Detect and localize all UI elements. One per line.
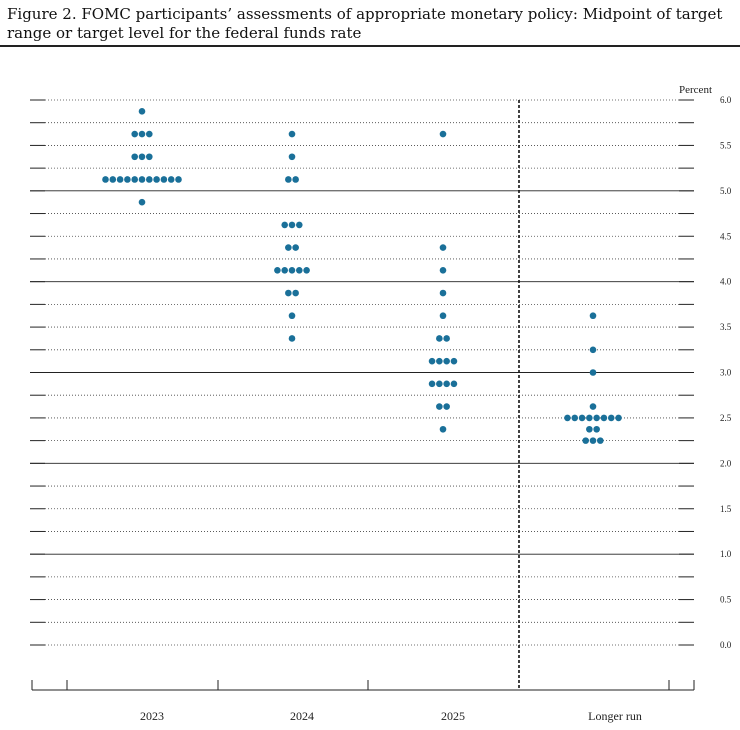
participant-dot: [564, 414, 571, 422]
participant-dot: [131, 130, 138, 138]
participant-dot: [589, 369, 597, 376]
participant-dot: [593, 414, 600, 422]
participant-dot: [443, 380, 450, 388]
participant-dot: [146, 176, 153, 183]
participant-dot: [582, 437, 589, 444]
participant-dot: [292, 244, 299, 251]
participant-dot: [285, 289, 292, 297]
participant-dot: [138, 176, 146, 183]
participant-dot: [296, 221, 303, 229]
participant-dot: [450, 380, 458, 388]
participant-dot: [589, 403, 597, 410]
y-tick-label: 3.5: [720, 322, 732, 332]
participant-dot: [436, 403, 443, 410]
participant-dot: [578, 414, 586, 422]
participant-dot: [443, 403, 450, 410]
y-tick-label: 5.0: [720, 186, 732, 196]
participant-dot: [443, 335, 450, 342]
participant-dot: [281, 267, 289, 274]
participant-dot: [450, 357, 458, 365]
participant-dot: [131, 153, 138, 161]
participant-dot: [439, 289, 447, 297]
participant-dot: [288, 153, 296, 161]
participant-dot: [274, 267, 281, 274]
participant-dot: [436, 335, 443, 342]
participant-dot: [288, 312, 296, 320]
participant-dot: [102, 176, 109, 183]
participant-dot: [428, 380, 436, 388]
participant-dot: [281, 221, 289, 229]
participant-dot: [146, 130, 153, 138]
participant-dot: [303, 267, 310, 274]
participant-dot: [589, 437, 597, 444]
participant-dot: [436, 380, 443, 388]
y-tick-label: 6.0: [720, 95, 732, 105]
participant-dot: [138, 130, 146, 138]
participant-dot: [153, 176, 160, 183]
participant-dot: [607, 414, 615, 422]
participant-dot: [138, 153, 146, 161]
x-category-label: 2025: [441, 709, 465, 723]
y-tick-label: 4.5: [720, 231, 732, 241]
participant-dot: [428, 357, 436, 365]
participant-dot: [586, 414, 593, 422]
y-tick-label: 5.5: [720, 140, 732, 150]
participant-dot: [292, 289, 299, 297]
x-category-label: Longer run: [588, 709, 642, 723]
participant-dot: [589, 346, 597, 354]
participant-dot: [285, 176, 292, 183]
participant-dot: [292, 176, 299, 183]
y-tick-label: 3.0: [720, 368, 732, 378]
y-tick-label: 0.0: [720, 640, 732, 650]
gridlines: [30, 99, 694, 690]
participant-dot: [146, 153, 153, 161]
y-tick-label: 1.5: [720, 504, 732, 514]
participant-dot: [175, 176, 182, 183]
participant-dot: [615, 414, 622, 422]
participant-dot: [600, 414, 608, 422]
participant-dot: [288, 267, 296, 274]
participant-dot: [593, 425, 600, 433]
x-axis: 2023 2024 2025 Longer run: [31, 680, 695, 723]
y-tick-label: 4.0: [720, 277, 732, 287]
x-category-label: 2023: [140, 709, 164, 723]
participant-dot: [571, 414, 579, 422]
participant-dot: [124, 176, 131, 183]
participant-dot: [160, 176, 168, 183]
participant-dot: [109, 176, 117, 183]
x-category-label: 2024: [290, 709, 314, 723]
participant-dot: [439, 425, 447, 433]
participant-dot: [443, 357, 450, 365]
title-rule: [0, 45, 740, 47]
y-axis-unit-label: Percent: [679, 84, 712, 96]
participant-dot: [116, 176, 124, 183]
participant-dot: [586, 425, 593, 433]
dot-markers: [102, 108, 622, 444]
y-tick-labels: 0.0 0.5 1.0 1.5 2.0 2.5 3.0 3.5 4.0 4.5 5.0 5.5 6.0: [720, 95, 732, 650]
y-tick-label: 2.0: [720, 458, 732, 468]
participant-dot: [138, 108, 146, 115]
participant-dot: [131, 176, 138, 183]
participant-dot: [589, 312, 597, 320]
y-tick-label: 1.0: [720, 549, 732, 559]
participant-dot: [138, 198, 146, 206]
participant-dot: [288, 335, 296, 342]
participant-dot: [167, 176, 175, 183]
participant-dot: [288, 130, 296, 138]
participant-dot: [439, 312, 447, 320]
participant-dot: [288, 221, 296, 229]
participant-dot: [296, 267, 303, 274]
participant-dot: [285, 244, 292, 251]
y-tick-label: 2.5: [720, 413, 732, 423]
participant-dot: [597, 437, 604, 444]
y-tick-label: 0.5: [720, 595, 732, 605]
participant-dot: [439, 130, 447, 138]
participant-dot: [439, 267, 447, 274]
figure-title: Figure 2. FOMC participants’ assessments…: [7, 5, 723, 42]
participant-dot: [439, 244, 447, 251]
participant-dot: [436, 357, 443, 365]
